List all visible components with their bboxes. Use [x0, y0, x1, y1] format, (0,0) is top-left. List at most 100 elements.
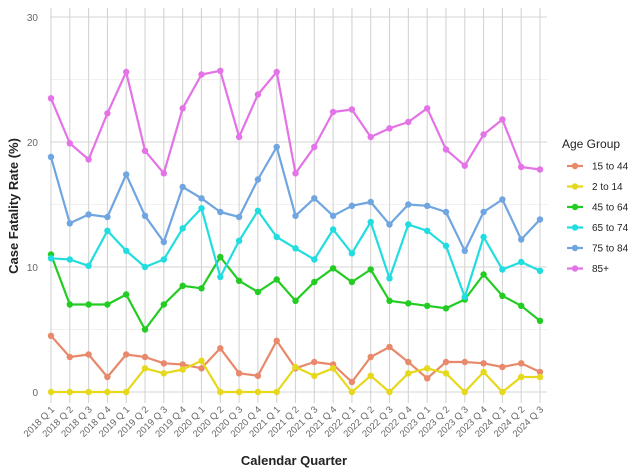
- data-point: [254, 176, 262, 183]
- data-point: [461, 358, 468, 366]
- data-point: [179, 183, 186, 191]
- legend-label: 15 to 44: [592, 162, 629, 173]
- legend-items: 15 to 44 2 to 14 45 to 64 65 to 74 75 to 84 8…: [567, 162, 629, 275]
- data-point: [348, 388, 356, 396]
- data-point: [518, 302, 525, 309]
- legend-key-point: [571, 162, 579, 170]
- data-point: [367, 133, 374, 141]
- data-point: [386, 343, 393, 351]
- data-point: [104, 227, 111, 234]
- data-point: [480, 233, 487, 241]
- data-point: [104, 388, 111, 396]
- data-point: [85, 156, 92, 163]
- data-point: [66, 140, 74, 147]
- series-75-to-84: [47, 143, 544, 254]
- data-point: [273, 276, 280, 283]
- legend-key-point: [571, 244, 579, 252]
- data-point: [198, 195, 205, 202]
- series-45-to-64: [47, 251, 544, 333]
- data-point: [405, 300, 412, 307]
- data-point: [348, 202, 356, 209]
- data-point: [66, 220, 74, 227]
- legend-item: 75 to 84: [567, 244, 629, 255]
- data-point: [123, 291, 130, 298]
- data-point: [141, 353, 149, 361]
- data-point: [141, 326, 149, 333]
- data-point: [536, 216, 544, 223]
- data-point: [47, 95, 55, 102]
- data-point: [235, 237, 243, 244]
- data-point: [66, 388, 74, 396]
- data-point: [47, 332, 55, 339]
- data-point: [518, 360, 525, 367]
- data-point: [311, 195, 318, 202]
- data-point: [442, 305, 450, 312]
- data-point: [480, 271, 487, 278]
- data-point: [499, 196, 506, 203]
- data-point: [235, 370, 243, 377]
- data-point: [217, 388, 224, 396]
- data-point: [499, 388, 506, 396]
- data-point: [235, 213, 243, 221]
- data-point: [424, 375, 431, 382]
- legend-key-point: [571, 224, 579, 231]
- series-65-to-74: [47, 205, 544, 301]
- data-point: [292, 297, 299, 304]
- data-point: [217, 253, 224, 261]
- data-point: [442, 242, 450, 249]
- data-point: [198, 357, 205, 364]
- data-point: [179, 361, 186, 368]
- data-point: [329, 108, 337, 116]
- data-point: [292, 170, 299, 177]
- data-point: [311, 358, 318, 366]
- legend: Age Group 15 to 44 2 to 14 45 to 64 65 to 7…: [562, 137, 629, 275]
- data-point: [47, 153, 55, 161]
- data-point: [329, 365, 337, 372]
- data-point: [85, 388, 92, 396]
- data-point: [386, 221, 393, 228]
- data-point: [160, 170, 167, 177]
- y-axis-ticks: 0 10 20 30: [27, 13, 39, 399]
- data-point: [104, 373, 111, 381]
- y-tick-label: 20: [27, 138, 39, 149]
- data-point: [536, 368, 544, 376]
- legend-key-point: [571, 183, 579, 190]
- data-point: [141, 147, 149, 154]
- data-point: [480, 360, 487, 367]
- data-point: [348, 278, 356, 286]
- data-point: [518, 373, 525, 381]
- data-point: [273, 68, 280, 76]
- data-point: [424, 227, 431, 234]
- legend-key-point: [571, 203, 579, 211]
- data-point: [442, 208, 450, 216]
- data-point: [424, 202, 431, 209]
- data-point: [329, 265, 337, 272]
- data-point: [405, 370, 412, 377]
- data-point: [405, 221, 412, 228]
- data-point: [179, 105, 186, 112]
- data-point: [442, 358, 450, 366]
- data-point: [254, 207, 262, 214]
- data-point: [66, 256, 74, 263]
- data-point: [123, 247, 130, 254]
- data-point: [329, 226, 337, 233]
- data-point: [480, 368, 487, 376]
- data-point: [254, 288, 262, 296]
- data-point: [198, 285, 205, 292]
- data-point: [141, 212, 149, 219]
- data-point: [518, 258, 525, 266]
- data-point: [141, 365, 149, 372]
- data-point: [311, 278, 318, 286]
- data-point: [386, 388, 393, 396]
- data-point: [123, 351, 130, 358]
- legend-label: 85+: [592, 264, 609, 275]
- data-point: [254, 91, 262, 98]
- legend-title: Age Group: [562, 137, 620, 151]
- data-point: [235, 277, 243, 284]
- data-point: [480, 131, 487, 138]
- data-point: [348, 106, 356, 113]
- y-axis-label: Case Fatality Rate (%): [6, 138, 21, 274]
- data-point: [273, 337, 280, 344]
- data-point: [273, 233, 280, 241]
